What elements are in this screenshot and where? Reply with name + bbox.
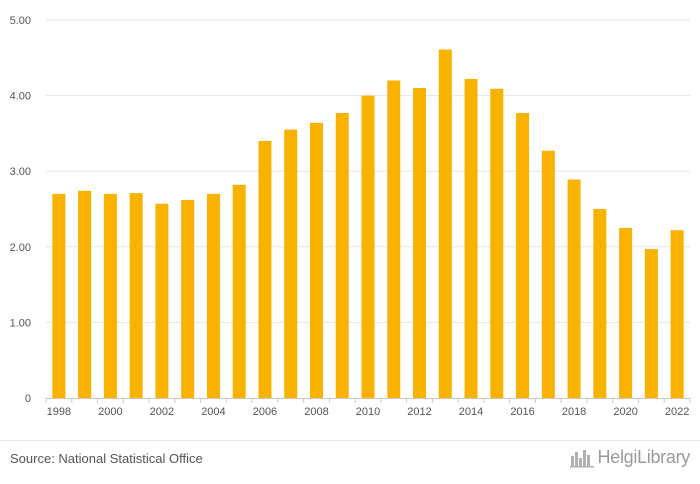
x-tick-label: 2020 <box>613 406 637 418</box>
brand-logo[interactable]: HelgiLibrary <box>569 447 691 468</box>
bar-2010[interactable] <box>361 95 375 398</box>
y-axis-tick-labels: 0 1.00 2.00 3.00 4.00 5.00 <box>10 15 31 405</box>
city-skyline-icon <box>569 449 594 467</box>
bars <box>52 49 684 399</box>
x-tick-label: 2010 <box>356 406 380 418</box>
bar-2009[interactable] <box>335 112 349 398</box>
x-tick-label: 2006 <box>253 406 277 418</box>
bar-2000[interactable] <box>103 193 117 398</box>
y-tick-label: 1.00 <box>10 317 31 329</box>
bar-2022[interactable] <box>670 230 684 398</box>
x-tick-label: 2014 <box>459 406 483 418</box>
bar-2013[interactable] <box>438 49 452 398</box>
bar-2017[interactable] <box>541 150 555 398</box>
bar-1998[interactable] <box>52 193 66 398</box>
bar-2006[interactable] <box>258 140 272 398</box>
bar-2008[interactable] <box>309 122 323 398</box>
y-tick-label: 4.00 <box>10 91 31 103</box>
x-tick-label: 2016 <box>510 406 534 418</box>
y-tick-label: 2.00 <box>10 242 31 254</box>
brand-name: HelgiLibrary <box>597 447 691 467</box>
y-tick-label: 5.00 <box>10 15 31 27</box>
bar-2020[interactable] <box>619 227 633 398</box>
bar-2018[interactable] <box>567 179 581 398</box>
bar-2012[interactable] <box>413 88 427 398</box>
bar-2004[interactable] <box>206 193 220 398</box>
y-tick-label: 3.00 <box>10 166 31 178</box>
bar-chart: 0 1.00 2.00 3.00 4.00 5.00 1998 2000 2002 2004 20… <box>10 15 691 418</box>
bar-2003[interactable] <box>181 199 195 398</box>
bar-2016[interactable] <box>516 112 530 398</box>
source-note: Source: National Statistical Office <box>10 451 203 466</box>
bar-2019[interactable] <box>593 209 607 398</box>
bar-1999[interactable] <box>78 190 92 398</box>
x-axis <box>45 398 691 403</box>
bar-2001[interactable] <box>129 193 143 398</box>
bar-2011[interactable] <box>387 80 401 398</box>
x-tick-label: 2012 <box>407 406 431 418</box>
x-tick-label: 2018 <box>562 406 586 418</box>
x-tick-label: 2004 <box>201 406 225 418</box>
bar-2014[interactable] <box>464 78 478 398</box>
x-tick-label: 1998 <box>47 406 71 418</box>
bar-2005[interactable] <box>232 184 246 398</box>
x-tick-label: 2002 <box>150 406 174 418</box>
x-axis-tick-labels: 1998 2000 2002 2004 2006 2008 2010 2012 2014 2016… <box>47 406 690 418</box>
chart-footer: Source: National Statistical Office Helg… <box>0 440 700 484</box>
bar-2015[interactable] <box>490 88 504 399</box>
x-tick-label: 2000 <box>98 406 122 418</box>
bar-2021[interactable] <box>644 249 658 398</box>
y-tick-label: 0 <box>25 393 31 405</box>
x-tick-label: 2008 <box>304 406 328 418</box>
bar-2002[interactable] <box>155 203 169 398</box>
bar-2007[interactable] <box>284 129 298 398</box>
x-tick-label: 2022 <box>665 406 689 418</box>
